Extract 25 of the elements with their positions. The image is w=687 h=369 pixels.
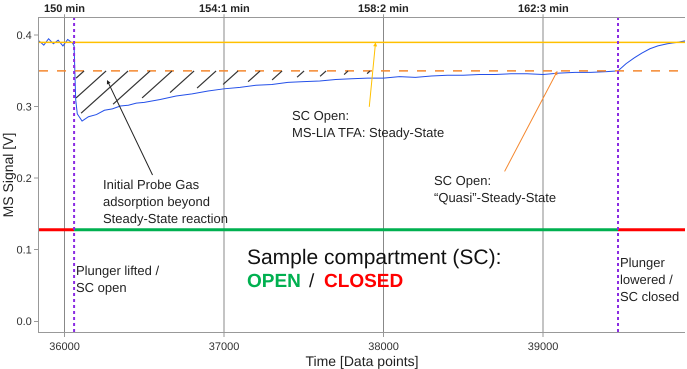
text: 150 min — [44, 3, 86, 15]
annotation: Initial Probe Gas adsorption beyond Steady-State reaction — [103, 177, 228, 226]
y-tick-label: 0.0 — [16, 316, 32, 328]
annotation: Sample compartment (SC): — [247, 246, 502, 269]
annotation: OPEN — [247, 271, 301, 292]
y-tick-label: 0.2 — [16, 173, 32, 186]
text: 158:2 min — [358, 3, 410, 15]
x-tick-label: 37000 — [208, 341, 240, 354]
y-tick-label: 0.4 — [16, 30, 32, 42]
x-tick-label: 38000 — [368, 341, 399, 354]
y-axis-title: MS Signal [V] — [0, 132, 16, 218]
text: 154:1 min — [199, 3, 250, 15]
y-tick-label: 0.3 — [16, 102, 32, 114]
x-tick-label: 39000 — [528, 341, 558, 354]
annotation: SC Open: MS-LIA TFA: Steady-State — [292, 108, 444, 140]
x-tick-label: 36000 — [49, 341, 80, 354]
annotation: Plunger lifted / SC open — [76, 263, 160, 295]
annotation: SC Open: “Quasi”-Steady-State — [434, 173, 556, 205]
annotation: / — [309, 271, 315, 292]
annotation: CLOSED — [324, 271, 404, 292]
annotation: Plunger lowered / SC closed — [620, 255, 680, 304]
text: 162:3 min — [518, 3, 570, 15]
y-tick-label: 0.1 — [16, 244, 32, 257]
x-axis-title: Time [Data points] — [305, 353, 419, 369]
line-series — [39, 38, 685, 122]
